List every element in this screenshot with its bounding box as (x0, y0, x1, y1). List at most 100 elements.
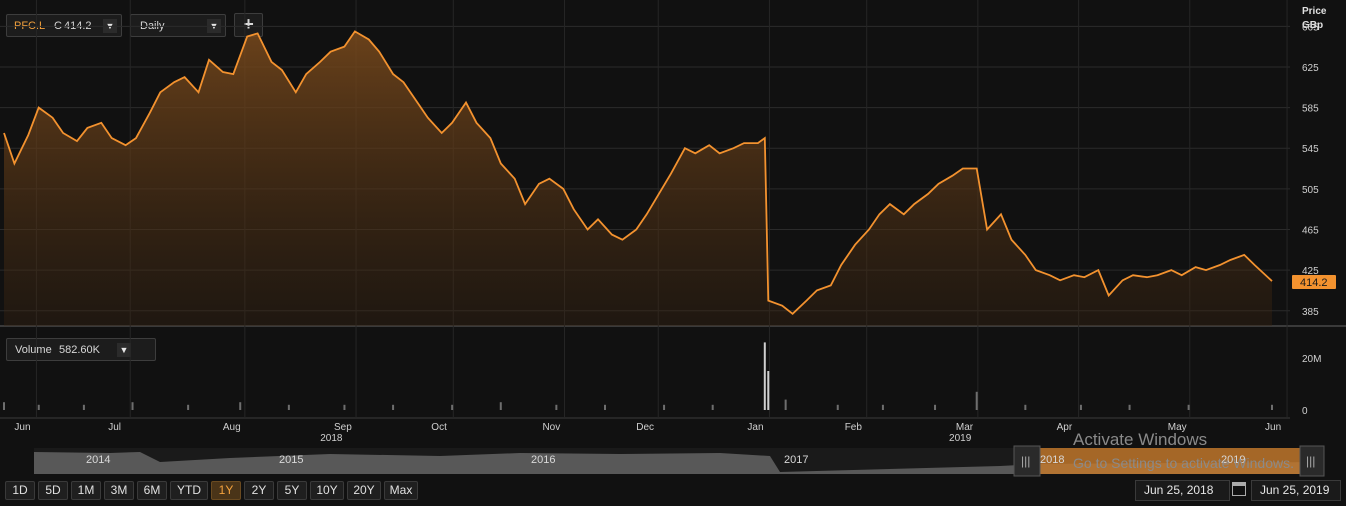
month-tick-label: Jun (1265, 422, 1281, 433)
month-tick-label: Jul (108, 422, 121, 433)
volume-bar (82, 404, 85, 410)
navigator-left-handle[interactable] (1013, 445, 1041, 477)
volume-bar (1079, 404, 1082, 410)
volume-bar (767, 371, 770, 410)
watermark-subtitle: Go to Settings to activate Windows. (1073, 455, 1294, 471)
month-tick-label: Oct (431, 422, 447, 433)
volume-bar (836, 404, 839, 410)
end-date-text: Jun 25, 2019 (1260, 483, 1330, 497)
volume-value: 582.60K (59, 344, 100, 356)
volume-bar (663, 404, 666, 410)
volume-bar (711, 404, 714, 410)
price-tick-label: 425 (1302, 266, 1319, 277)
month-tick-label: May (1168, 422, 1187, 433)
price-axis-unit: GBp (1302, 20, 1323, 31)
volume-bar (37, 404, 40, 410)
price-tick-label: 665 (1302, 22, 1319, 33)
price-tick-label: 465 (1302, 225, 1319, 236)
range-button-1d[interactable]: 1D (5, 481, 35, 500)
volume-bar (3, 402, 5, 410)
range-button-5y[interactable]: 5Y (277, 481, 307, 500)
volume-bar (784, 399, 787, 410)
volume-bar (934, 404, 937, 410)
volume-bar (131, 402, 134, 410)
range-button-ytd[interactable]: YTD (170, 481, 208, 500)
month-tick-label: Apr (1057, 422, 1073, 433)
watermark-title: Activate Windows (1073, 430, 1208, 449)
volume-series (3, 342, 1273, 410)
range-button-10y[interactable]: 10Y (310, 481, 344, 500)
volume-bar (975, 391, 978, 410)
month-tick-label: Nov (542, 422, 560, 433)
month-tick-label: Jan (747, 422, 763, 433)
volume-bar (1271, 404, 1273, 410)
svg-text:|||: ||| (1021, 454, 1030, 468)
price-tick-label: 545 (1302, 144, 1319, 155)
volume-bar (187, 404, 190, 410)
price-line (3, 30, 1273, 315)
volume-bar (392, 404, 395, 410)
price-tick-label: 585 (1302, 104, 1319, 115)
date-ticks: Jun Jul Aug Sep Oct Nov Dec Jan Feb Mar Apr May Jun 2… (14, 422, 1281, 444)
navigator-year-label: 2016 (531, 454, 555, 466)
price-tick-label: 385 (1302, 307, 1319, 318)
volume-bar (763, 342, 766, 410)
add-label: + (243, 14, 254, 34)
month-tick-label: Jun (14, 422, 30, 433)
range-button-20y[interactable]: 20Y (347, 481, 381, 500)
range-button-6m[interactable]: 6M (137, 481, 167, 500)
volume-label-box[interactable]: Volume 582.60K ▼ (6, 338, 156, 361)
range-button-2y[interactable]: 2Y (244, 481, 274, 500)
year-tick-label: 2019 (949, 433, 972, 444)
range-button-1y[interactable]: 1Y (211, 481, 241, 500)
volume-bar (1187, 404, 1190, 410)
navigator-history-area (34, 452, 1324, 474)
price-tick-label: 625 (1302, 63, 1319, 74)
month-tick-label: Mar (956, 422, 974, 433)
month-tick-label: Feb (845, 422, 863, 433)
last-price-tag: 414.2 (1292, 275, 1336, 289)
range-button-1m[interactable]: 1M (71, 481, 101, 500)
range-button-3m[interactable]: 3M (104, 481, 134, 500)
end-date-field[interactable]: Jun 25, 2019 (1251, 480, 1341, 501)
volume-bar (343, 404, 346, 410)
navigator-year-label: 2019 (1221, 454, 1245, 466)
navigator-year-labels: 2014 2015 2016 2017 2018 2019 (86, 454, 1245, 466)
month-tick-label: Aug (223, 422, 241, 433)
volume-bar (555, 404, 558, 410)
price-axis-title: Price (1302, 6, 1327, 17)
price-tick-label: 505 (1302, 185, 1319, 196)
calendar-icon[interactable] (1232, 482, 1246, 496)
month-tick-label: Dec (636, 422, 654, 433)
range-button-5d[interactable]: 5D (38, 481, 68, 500)
volume-bar (239, 402, 242, 410)
navigator-right-handle[interactable] (1299, 445, 1325, 477)
start-date-text: Jun 25, 2018 (1144, 483, 1214, 497)
svg-text:|||: ||| (1306, 454, 1315, 468)
navigator-selection[interactable] (1040, 448, 1304, 474)
price-series (3, 30, 1273, 327)
price-chart[interactable]: Price GBp 385 425 465 505 545 585 625 665 20M 0 J… (0, 0, 1346, 480)
volume-tick-label: 0 (1302, 406, 1308, 417)
navigator-year-label: 2018 (1040, 454, 1064, 466)
volume-bar (499, 402, 502, 410)
volume-bar (451, 404, 454, 410)
last-price-value: 414.2 (1300, 277, 1328, 289)
volume-dropdown-icon[interactable]: ▼ (117, 343, 131, 357)
volume-bar (1024, 404, 1027, 410)
month-tick-label: Sep (334, 422, 352, 433)
volume-label: Volume (15, 344, 52, 356)
volume-bar (881, 404, 884, 410)
navigator[interactable]: ||| ||| 2014 2015 2016 2017 2018 2019 (0, 444, 1346, 478)
navigator-year-label: 2017 (784, 454, 808, 466)
volume-bar (603, 404, 606, 410)
start-date-field[interactable]: Jun 25, 2018 (1135, 480, 1230, 501)
navigator-year-label: 2015 (279, 454, 303, 466)
year-tick-label: 2018 (320, 433, 343, 444)
volume-bar (287, 404, 290, 410)
range-button-max[interactable]: Max (384, 481, 418, 500)
volume-tick-label: 20M (1302, 354, 1321, 365)
volume-bar (1128, 404, 1131, 410)
navigator-year-label: 2014 (86, 454, 110, 466)
